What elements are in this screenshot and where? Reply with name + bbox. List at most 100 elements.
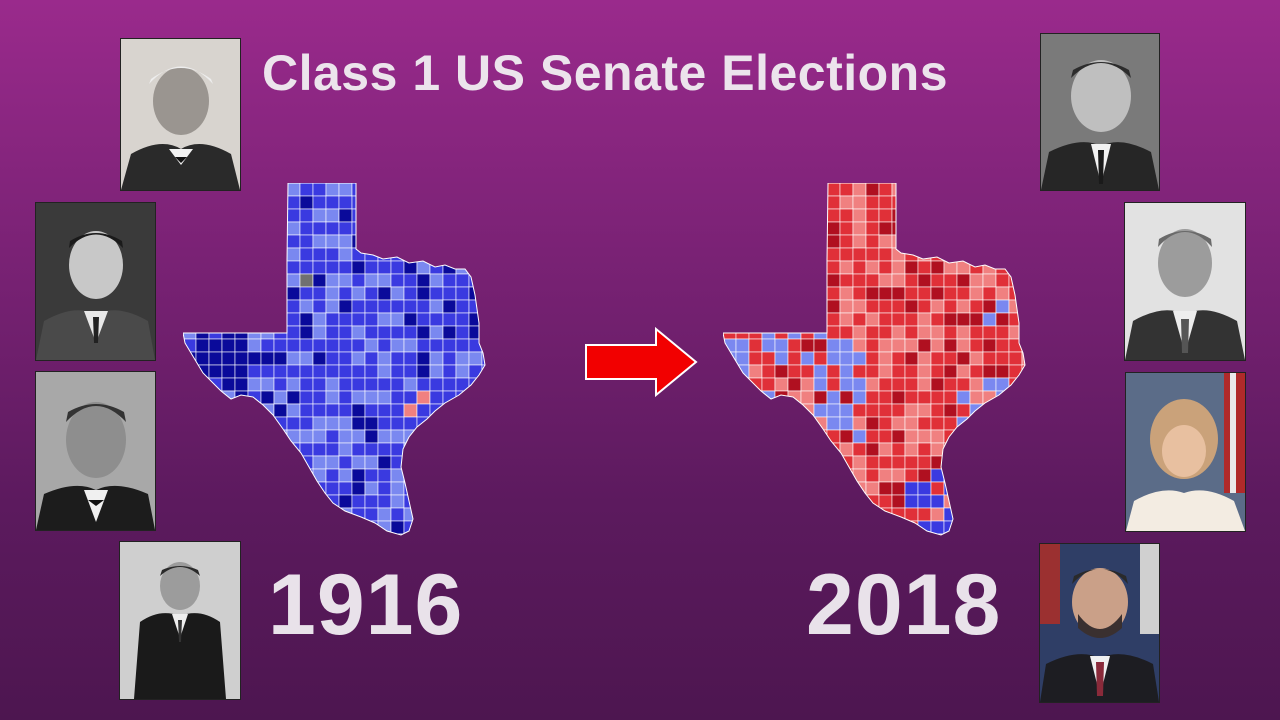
county-cell bbox=[800, 312, 815, 327]
county-cell bbox=[774, 416, 789, 431]
county-cell bbox=[195, 416, 210, 431]
county-cell bbox=[891, 468, 906, 483]
county-cell bbox=[735, 221, 750, 236]
county-cell bbox=[891, 195, 906, 210]
county-cell bbox=[312, 234, 327, 249]
county-cell bbox=[904, 273, 919, 288]
county-cell bbox=[735, 455, 750, 470]
county-cell bbox=[195, 260, 210, 275]
county-cell bbox=[748, 494, 763, 509]
county-cell bbox=[338, 221, 353, 236]
county-cell bbox=[260, 338, 275, 353]
county-cell bbox=[481, 325, 485, 340]
county-cell bbox=[1008, 234, 1023, 249]
county-cell bbox=[761, 481, 776, 496]
county-cell bbox=[1021, 260, 1025, 275]
county-cell bbox=[1021, 520, 1025, 535]
county-cell bbox=[1021, 208, 1025, 223]
county-cell bbox=[774, 273, 789, 288]
county-cell bbox=[982, 247, 997, 262]
county-cell bbox=[183, 377, 197, 392]
county-cell bbox=[852, 183, 867, 197]
county-cell bbox=[183, 468, 197, 483]
county-cell bbox=[995, 338, 1010, 353]
county-cell bbox=[839, 312, 854, 327]
county-cell bbox=[390, 286, 405, 301]
county-cell bbox=[377, 364, 392, 379]
county-cell bbox=[390, 234, 405, 249]
county-cell bbox=[273, 260, 288, 275]
county-cell bbox=[761, 183, 776, 197]
county-cell bbox=[338, 247, 353, 262]
county-cell bbox=[429, 416, 444, 431]
county-cell bbox=[273, 507, 288, 522]
county-cell bbox=[260, 364, 275, 379]
county-cell bbox=[260, 494, 275, 509]
county-cell bbox=[813, 312, 828, 327]
county-cell bbox=[325, 183, 340, 197]
county-cell bbox=[390, 364, 405, 379]
county-cell bbox=[195, 520, 210, 535]
county-cell bbox=[416, 286, 431, 301]
county-cell bbox=[221, 234, 236, 249]
county-cell bbox=[865, 520, 880, 535]
county-cell bbox=[904, 208, 919, 223]
county-cell bbox=[891, 183, 906, 197]
county-cell bbox=[273, 234, 288, 249]
county-cell bbox=[917, 429, 932, 444]
county-cell bbox=[260, 403, 275, 418]
county-cell bbox=[956, 299, 971, 314]
county-cell bbox=[183, 442, 197, 457]
county-cell bbox=[761, 442, 776, 457]
county-cell bbox=[312, 351, 327, 366]
county-cell bbox=[995, 312, 1010, 327]
county-cell bbox=[468, 273, 483, 288]
county-cell bbox=[748, 520, 763, 535]
county-cell bbox=[1021, 312, 1025, 327]
county-cell bbox=[969, 260, 984, 275]
county-cell bbox=[761, 455, 776, 470]
county-cell bbox=[403, 429, 418, 444]
county-cell bbox=[995, 481, 1010, 496]
county-cell bbox=[273, 494, 288, 509]
county-cell bbox=[286, 364, 301, 379]
county-cell bbox=[429, 195, 444, 210]
county-cell bbox=[917, 533, 932, 535]
county-cell bbox=[273, 221, 288, 236]
county-cell bbox=[234, 520, 249, 535]
county-cell bbox=[325, 416, 340, 431]
county-cell bbox=[839, 494, 854, 509]
county-cell bbox=[761, 429, 776, 444]
county-cell bbox=[1008, 183, 1023, 197]
county-cell bbox=[377, 468, 392, 483]
county-cell bbox=[364, 299, 379, 314]
county-cell bbox=[299, 494, 314, 509]
county-cell bbox=[208, 455, 223, 470]
county-cell bbox=[865, 481, 880, 496]
county-cell bbox=[416, 260, 431, 275]
county-cell bbox=[839, 195, 854, 210]
county-cell bbox=[455, 390, 470, 405]
county-cell bbox=[865, 325, 880, 340]
county-cell bbox=[377, 221, 392, 236]
county-cell bbox=[839, 364, 854, 379]
county-cell bbox=[891, 416, 906, 431]
county-cell bbox=[247, 520, 262, 535]
county-cell bbox=[429, 455, 444, 470]
county-cell bbox=[787, 247, 802, 262]
county-cell bbox=[416, 183, 431, 197]
county-cell bbox=[723, 299, 737, 314]
county-cell bbox=[234, 338, 249, 353]
county-cell bbox=[364, 468, 379, 483]
county-cell bbox=[826, 429, 841, 444]
county-cell bbox=[969, 429, 984, 444]
county-cell bbox=[1021, 325, 1025, 340]
county-cell bbox=[800, 364, 815, 379]
county-cell bbox=[273, 183, 288, 197]
county-cell bbox=[260, 520, 275, 535]
county-cell bbox=[455, 221, 470, 236]
county-cell bbox=[390, 195, 405, 210]
county-cell bbox=[1021, 455, 1025, 470]
county-cell bbox=[481, 390, 485, 405]
county-cell bbox=[878, 299, 893, 314]
